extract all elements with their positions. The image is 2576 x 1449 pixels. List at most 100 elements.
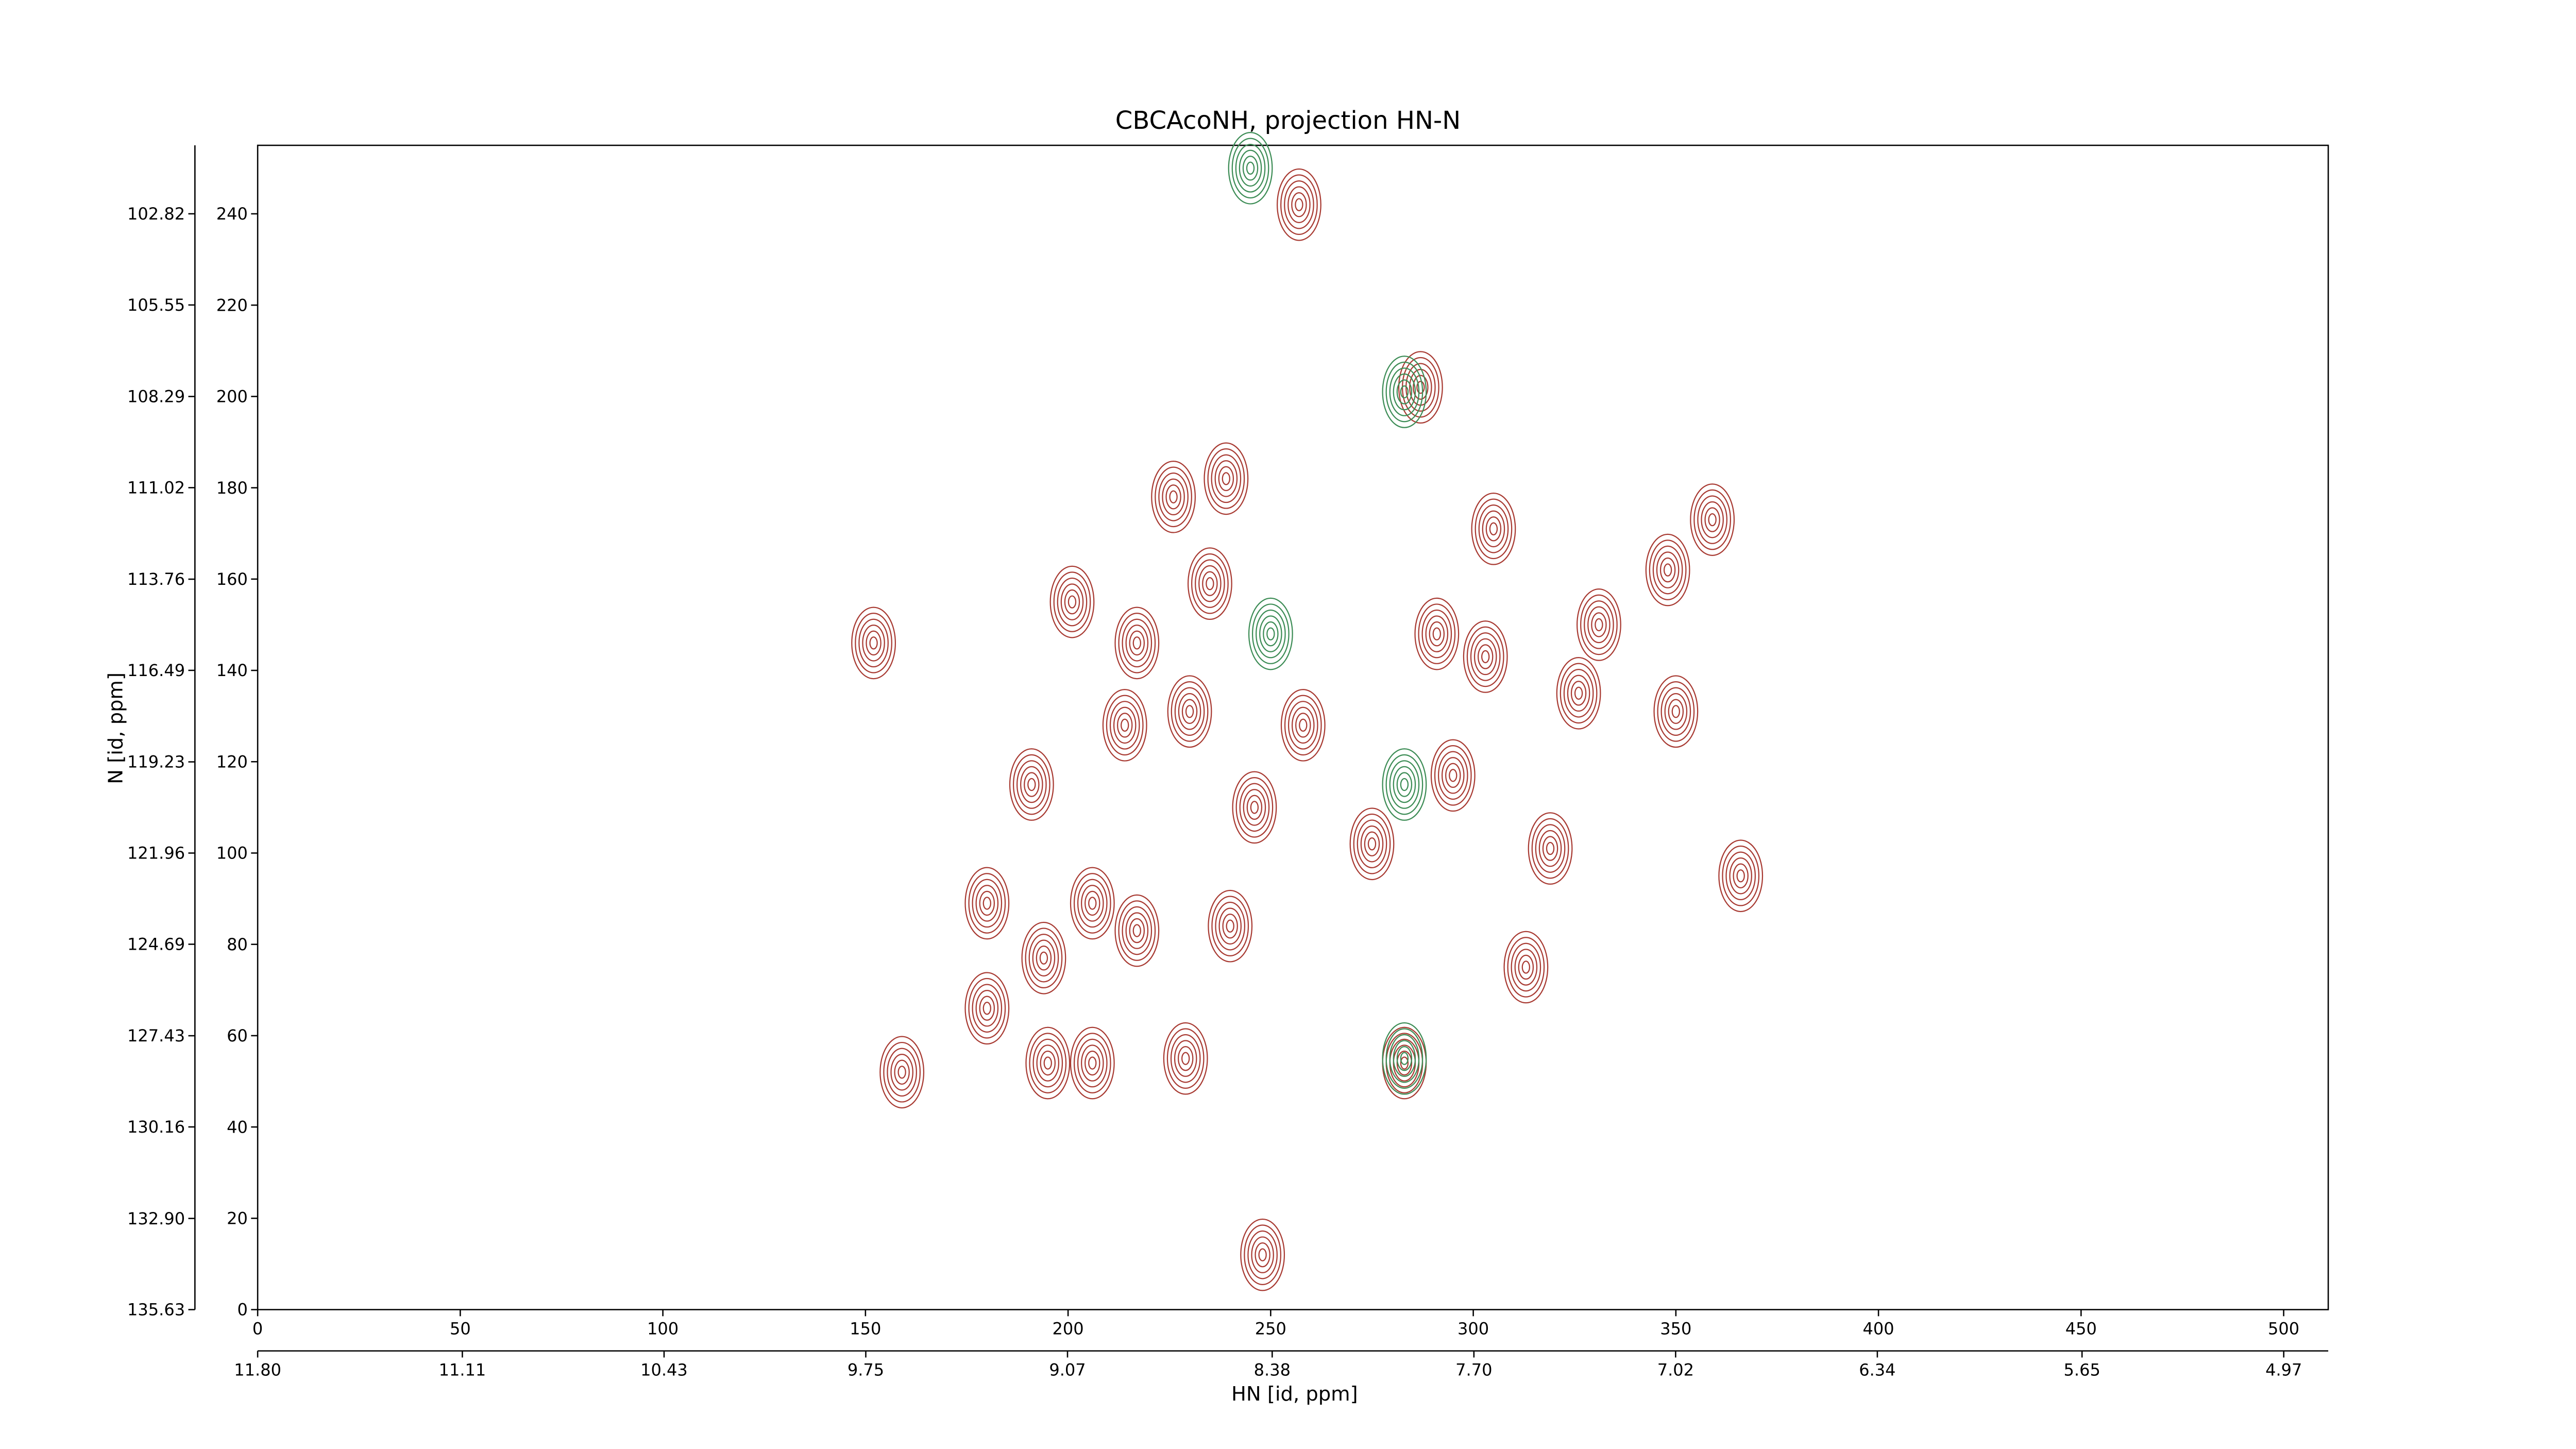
- contour-ring: [1649, 540, 1687, 600]
- contour-ring: [1708, 513, 1717, 527]
- contour-ring: [1021, 921, 1066, 995]
- contour-ring: [1256, 609, 1286, 659]
- contour-ring: [1185, 705, 1194, 718]
- x-tick-label: 250: [1255, 1319, 1286, 1339]
- contour-ring: [1657, 681, 1695, 742]
- contour-ring: [1049, 565, 1095, 638]
- y2-tick-label: 124.69: [127, 935, 185, 954]
- contour-ring: [1276, 168, 1321, 241]
- x2-tick-label: 4.97: [2265, 1360, 2302, 1380]
- contour-ring: [1232, 771, 1277, 844]
- contour-ring: [1081, 1044, 1104, 1082]
- contour-ring: [1025, 1026, 1071, 1100]
- contour-ring: [982, 1002, 991, 1015]
- contour-ring: [866, 630, 882, 656]
- contour-ring: [1215, 901, 1246, 951]
- contour-ring: [1198, 565, 1222, 602]
- contour-ring: [1463, 620, 1508, 693]
- contour-ring: [1109, 701, 1140, 750]
- y2-tick-label: 130.16: [127, 1117, 185, 1137]
- contour-ring: [1040, 1050, 1056, 1076]
- contour-ring: [1064, 589, 1080, 615]
- contour-ring: [1255, 1242, 1270, 1268]
- contour-ring: [1244, 1224, 1282, 1285]
- contour-ring: [1542, 836, 1558, 861]
- contour-ring: [1471, 492, 1516, 565]
- x-tick-label: 400: [1863, 1319, 1894, 1339]
- contour-ring: [1385, 361, 1423, 423]
- contour-ring: [851, 606, 896, 680]
- y-tick-label: 40: [227, 1117, 248, 1137]
- contour-ring: [1207, 448, 1245, 509]
- y-tick-label: 0: [238, 1300, 248, 1320]
- contour-ring: [1177, 1046, 1194, 1071]
- contour-ring: [1032, 1038, 1063, 1088]
- contour-ring: [1155, 466, 1192, 528]
- contour-ring: [1240, 1218, 1285, 1291]
- x-tick-label: 350: [1660, 1319, 1691, 1339]
- contour-ring: [1178, 693, 1201, 730]
- contour-ring: [1663, 563, 1672, 577]
- contour-ring: [1546, 841, 1555, 855]
- contour-ring: [968, 873, 1006, 934]
- contour-ring: [1478, 504, 1509, 553]
- contour-ring: [1398, 351, 1443, 424]
- x2-tick-label: 9.75: [848, 1360, 884, 1380]
- contour-ring: [1364, 831, 1380, 856]
- contour-ring: [1382, 748, 1427, 821]
- y-tick-label: 100: [216, 844, 248, 863]
- contour-ring: [1247, 1230, 1278, 1279]
- contour-ring: [1187, 547, 1232, 620]
- contour-ring: [1057, 577, 1088, 627]
- y-tick-label: 220: [216, 295, 248, 315]
- x2-tick-label: 9.07: [1049, 1360, 1086, 1380]
- contour-ring: [1418, 603, 1456, 664]
- contour-ring: [1028, 933, 1059, 983]
- contour-ring: [1421, 609, 1452, 659]
- contour-ring: [1077, 1038, 1108, 1088]
- contour-ring: [1560, 663, 1598, 724]
- contour-ring: [1280, 174, 1318, 235]
- contour-ring: [1570, 681, 1587, 706]
- contour-ring: [1114, 606, 1160, 680]
- contour-ring: [1425, 615, 1449, 652]
- contour-ring: [1437, 751, 1468, 800]
- contour-ring: [1214, 460, 1238, 497]
- contour-ring: [1158, 473, 1189, 521]
- contour-ring: [1116, 713, 1133, 738]
- y2-tick-label: 116.49: [127, 661, 185, 680]
- contour-ring: [1204, 442, 1249, 515]
- contour-ring: [1060, 583, 1084, 620]
- contour-ring: [975, 885, 999, 922]
- contour-ring: [1073, 1033, 1111, 1093]
- contour-ring: [1202, 571, 1218, 596]
- contour-ring: [1353, 813, 1391, 874]
- contour-ring: [1580, 594, 1618, 655]
- contour-ring: [1442, 757, 1465, 794]
- contour-ring: [1349, 807, 1395, 881]
- y-tick-label: 240: [216, 204, 248, 224]
- contour-ring: [1413, 375, 1429, 400]
- x-tick-label: 500: [2268, 1319, 2299, 1339]
- contour-ring: [890, 1054, 913, 1091]
- contour-ring: [1660, 687, 1691, 736]
- contour-ring: [1481, 650, 1490, 664]
- contour-ring: [1659, 557, 1676, 583]
- contour-ring: [1016, 760, 1047, 809]
- contour-ring: [1432, 627, 1441, 641]
- contour-ring: [1106, 695, 1144, 756]
- contour-ring: [1556, 656, 1601, 730]
- y2-tick-label: 108.29: [127, 387, 185, 407]
- contour-ring: [1690, 483, 1735, 556]
- contour-ring: [1284, 180, 1314, 229]
- contour-ring: [1511, 942, 1541, 992]
- contour-ring: [979, 996, 995, 1021]
- contour-ring: [1243, 789, 1266, 826]
- contour-ring: [1477, 644, 1494, 669]
- x2-tick-label: 11.11: [439, 1360, 486, 1380]
- contour-ring: [1567, 675, 1590, 712]
- peaks: [851, 131, 1764, 1291]
- contour-ring: [1032, 939, 1056, 976]
- contour-ring: [1396, 772, 1413, 797]
- x2-tick-label: 6.34: [1859, 1360, 1895, 1380]
